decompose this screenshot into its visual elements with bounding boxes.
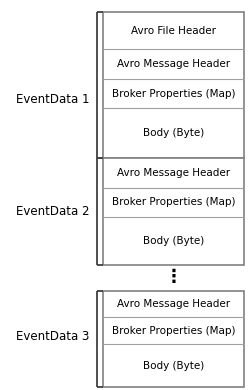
Text: Body (Byte): Body (Byte) (142, 128, 203, 138)
Text: Avro Message Header: Avro Message Header (116, 168, 229, 178)
Text: Broker Properties (Map): Broker Properties (Map) (111, 197, 234, 207)
Text: Body (Byte): Body (Byte) (142, 236, 203, 246)
Text: Broker Properties (Map): Broker Properties (Map) (111, 89, 234, 99)
Text: Avro File Header: Avro File Header (131, 26, 215, 36)
Bar (102, 291, 243, 387)
Text: Avro Message Header: Avro Message Header (116, 299, 229, 309)
Text: Broker Properties (Map): Broker Properties (Map) (111, 326, 234, 335)
Bar (102, 12, 243, 158)
Text: EventData 1: EventData 1 (16, 92, 89, 106)
Text: ⋮: ⋮ (164, 268, 182, 286)
Text: Body (Byte): Body (Byte) (142, 361, 203, 370)
Text: EventData 3: EventData 3 (16, 330, 89, 344)
Bar (102, 158, 243, 265)
Text: Avro Message Header: Avro Message Header (116, 59, 229, 69)
Text: EventData 2: EventData 2 (16, 205, 89, 218)
